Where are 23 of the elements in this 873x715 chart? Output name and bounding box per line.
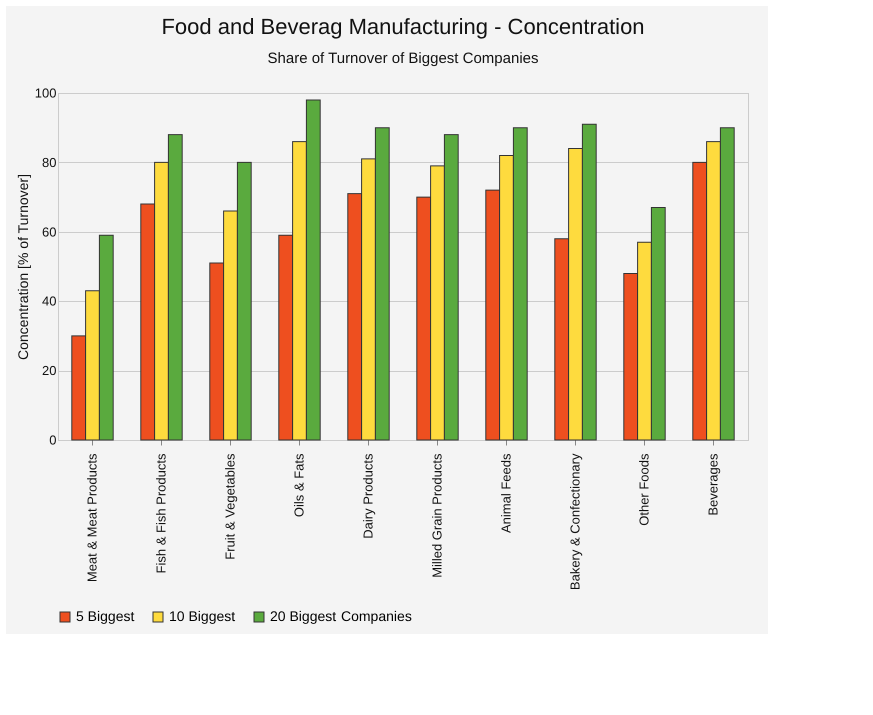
x-tick-label: Bakery & Confectionary bbox=[568, 453, 582, 590]
legend-label: 10 Biggest bbox=[169, 608, 236, 624]
y-tick-label: 60 bbox=[42, 224, 56, 240]
x-tick-label: Fruit & Vegetables bbox=[222, 453, 238, 560]
x-tick-label: Other Foods bbox=[636, 453, 652, 526]
y-tick-label: 40 bbox=[42, 294, 56, 309]
y-tick-label: 20 bbox=[42, 363, 56, 378]
x-tick-label: Milled Grain Products bbox=[430, 453, 444, 578]
legend-title: Companies bbox=[341, 608, 412, 624]
y-axis-title: Concentration [% of Turnover] bbox=[14, 174, 31, 360]
legend-label: 5 Biggest bbox=[76, 608, 134, 624]
y-tick-label: 0 bbox=[49, 432, 56, 448]
legend-label: 20 Biggest bbox=[270, 608, 336, 624]
chart-subtitle: Share of Turnover of Biggest Companies bbox=[268, 50, 538, 67]
y-tick-label: 80 bbox=[42, 154, 56, 170]
x-tick-label: Dairy Products bbox=[360, 453, 376, 539]
x-tick-label: Beverages bbox=[706, 453, 720, 516]
x-tick-label: Fish & Fish Products bbox=[154, 453, 168, 574]
x-tick-label: Animal Feeds bbox=[498, 453, 514, 533]
chart-title: Food and Beverag Manufacturing - Concentration bbox=[161, 14, 645, 39]
x-tick-label: Oils & Fats bbox=[292, 453, 306, 518]
x-tick-label: Meat & Meat Products bbox=[84, 453, 100, 582]
y-tick-label: 100 bbox=[34, 86, 56, 100]
